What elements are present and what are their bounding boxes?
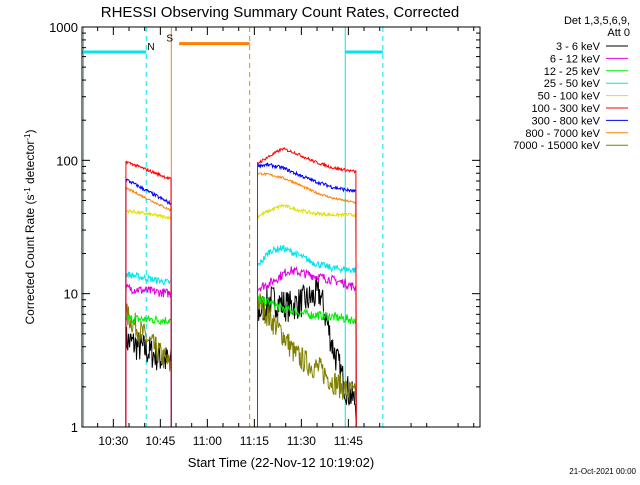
series-line-100-300kev [125,147,357,428]
flag-label-S: S [166,34,173,45]
x-tick-label-0: 10:30 [98,434,128,448]
series-line-25-50kev [125,245,357,428]
legend-label-6: 300 - 800 keV [532,115,601,127]
y-tick-label-1: 10 [64,287,78,302]
x-tick-label-2: 11:00 [193,434,222,448]
plot-frame [81,26,481,428]
series-line-7000-15000kev [125,293,357,428]
legend-label-7: 800 - 7000 keV [525,128,600,140]
legend-label-2: 12 - 25 keV [544,66,601,78]
x-tick-label-5: 11:45 [334,434,363,448]
legend-label-8: 7000 - 15000 keV [513,140,601,152]
y-tick-label-0: 1 [71,420,78,435]
legend-label-5: 100 - 300 keV [532,103,601,115]
legend-header-line-1: Det 1,3,5,6,9, [564,15,630,27]
legend-label-4: 50 - 100 keV [538,91,601,103]
legend-label-0: 3 - 6 keV [556,41,601,53]
y-tick-label-2: 100 [56,153,78,168]
x-tick-label-3: 11:15 [240,434,269,448]
x-axis-label: Start Time (22-Nov-12 10:19:02) [188,455,374,470]
legend-label-3: 25 - 50 keV [544,78,601,90]
series-line-50-100kev [125,203,357,428]
series-line-6-12kev [125,266,357,428]
legend-header-line-2: Att 0 [607,27,630,39]
y-tick-label-3: 1000 [49,20,78,35]
series-line-800-7000kev [125,172,357,428]
x-tick-label-4: 11:30 [287,434,316,448]
chart-title: RHESSI Observing Summary Count Rates, Co… [101,4,459,21]
y-axis-label: Corrected Count Rate (s-1 detector-1) [23,129,37,324]
legend-label-1: 6 - 12 keV [550,53,601,65]
series-line-300-800kev [125,162,357,428]
flag-label-N: N [147,42,154,53]
series-line-12-25kev [125,294,357,428]
series-line-3-6kev [125,278,357,428]
x-tick-label-1: 10:45 [145,434,175,448]
footer-date: 21-Oct-2021 00:00 [569,467,636,476]
